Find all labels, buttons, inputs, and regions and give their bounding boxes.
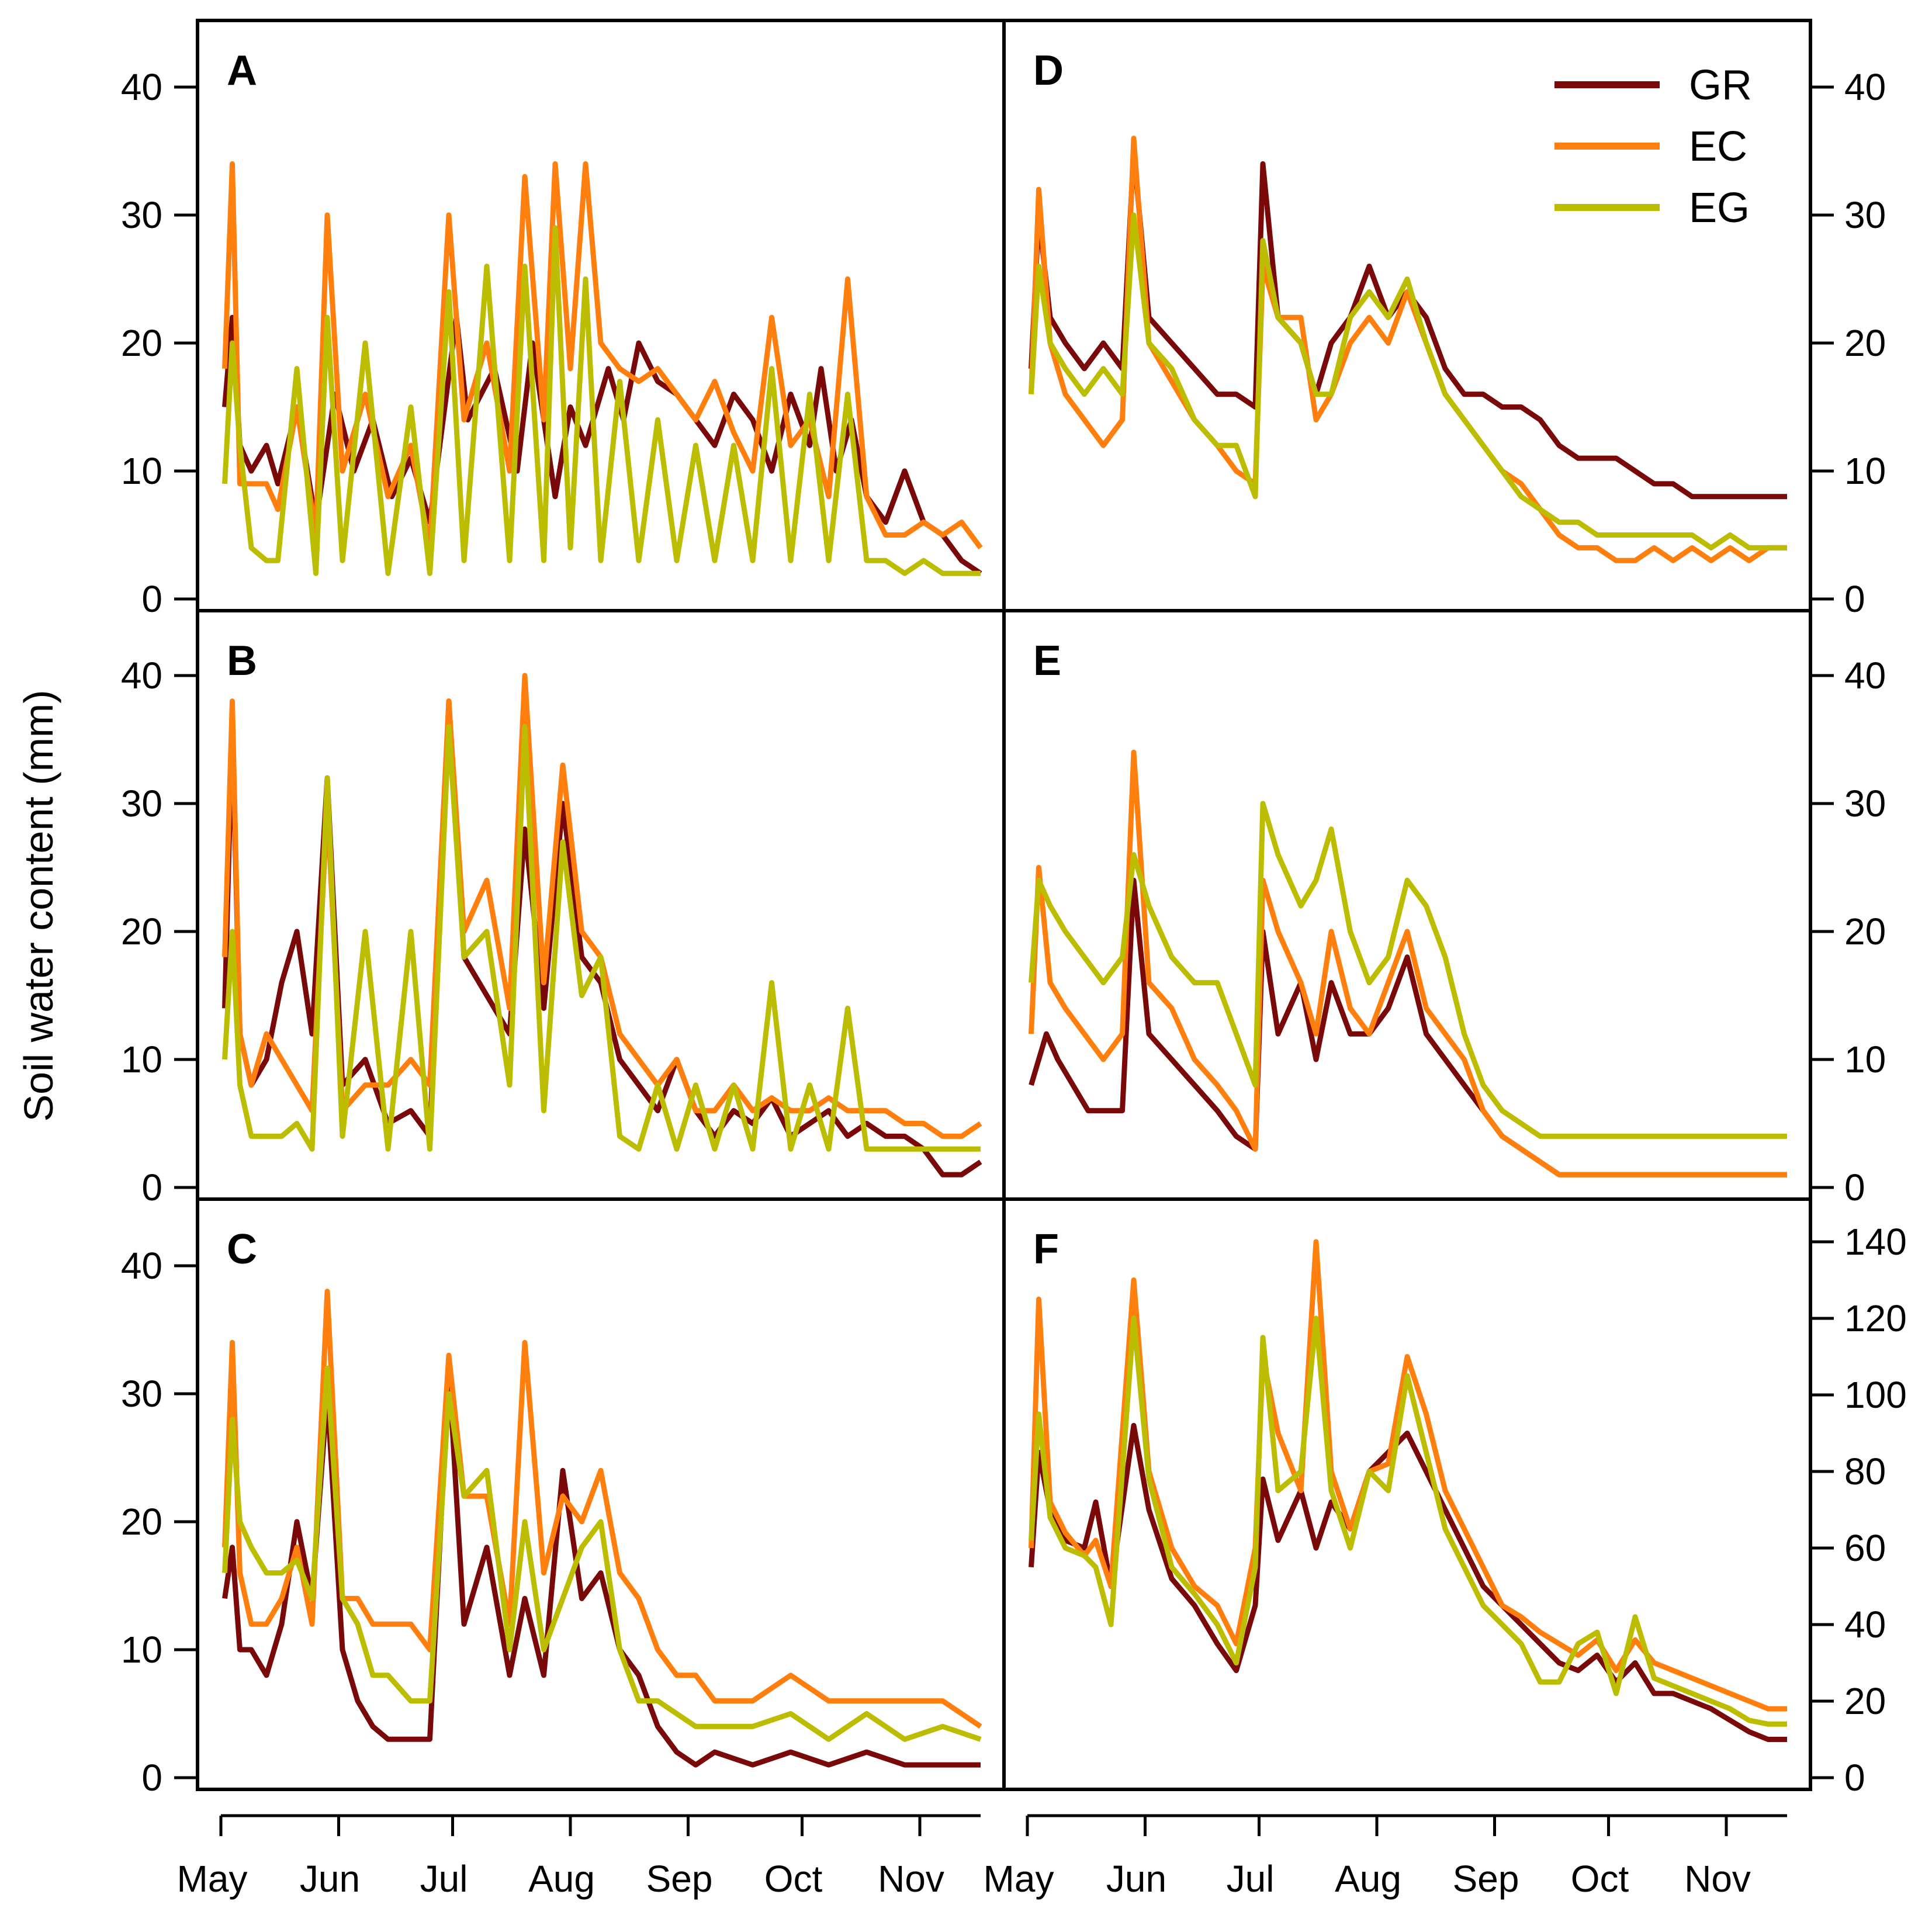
y-tick-label: 20 (1844, 1680, 1886, 1722)
x-tick-label: Oct (764, 1858, 823, 1900)
series-EC-line (1029, 1239, 1787, 1712)
x-tick-label: Sep (646, 1858, 713, 1900)
y-tick-label: 30 (121, 782, 162, 825)
panel-F: 0 20 40 60 80 100 120 140 F May Jun Jul Aug Sep Oct Nov (984, 1197, 1907, 1900)
y-tick-label: 10 (1844, 450, 1886, 492)
x-tick-label: Jul (1227, 1858, 1275, 1900)
y-tick-label: 0 (141, 578, 162, 620)
panel-label: C (227, 1226, 257, 1273)
panels-layer: 0 10 20 30 40 A 0 10 20 30 40 B 0 10 20 30 40 C May Jun Jul A… (121, 19, 1907, 1900)
legend-label-EG: EG (1689, 185, 1750, 231)
y-tick-label: 120 (1844, 1297, 1907, 1339)
x-tick-label: May (177, 1858, 248, 1900)
y-tick-label: 40 (1844, 1604, 1886, 1646)
y-tick-label: 10 (1844, 1038, 1886, 1081)
y-tick-label: 140 (1844, 1221, 1907, 1263)
y-tick-label: 80 (1844, 1450, 1886, 1493)
y-tick-label: 40 (121, 66, 162, 108)
x-tick-label: Jun (1106, 1858, 1166, 1900)
y-tick-label: 20 (1844, 910, 1886, 953)
panel-label: A (227, 47, 257, 94)
y-tick-label: 30 (1844, 194, 1886, 236)
y-tick-label: 10 (121, 450, 162, 492)
x-tick-label: Oct (1571, 1858, 1629, 1900)
y-tick-label: 40 (121, 655, 162, 697)
panel-B: 0 10 20 30 40 B (121, 609, 1006, 1208)
panel-D: 0 10 20 30 40 D (1002, 19, 1886, 620)
x-tick-label: May (984, 1858, 1054, 1900)
y-tick-label: 0 (141, 1166, 162, 1208)
y-tick-label: 40 (121, 1245, 162, 1287)
series-GR-line (222, 1365, 981, 1768)
y-tick-label: 0 (1844, 578, 1865, 620)
series-EG-line (222, 225, 981, 576)
legend-label-EC: EC (1689, 123, 1747, 170)
y-tick-label: 100 (1844, 1374, 1907, 1416)
series-GR-line (222, 698, 982, 1178)
series-EG-line (1029, 1315, 1787, 1727)
legend-label-GR: GR (1689, 62, 1752, 109)
series-EC-line (1029, 136, 1787, 563)
x-tick-label: Nov (878, 1858, 944, 1900)
y-tick-label: 20 (121, 322, 162, 364)
y-tick-label: 30 (1844, 782, 1886, 825)
panel-label: F (1033, 1226, 1059, 1273)
panel-A: 0 10 20 30 40 A (121, 19, 1006, 620)
y-tick-label: 30 (121, 194, 162, 236)
x-tick-label: Sep (1453, 1858, 1519, 1900)
x-tick-label: Jun (300, 1858, 360, 1900)
series-EG-line (222, 724, 981, 1152)
series-EG-line (1029, 801, 1787, 1139)
x-tick-label: Jul (420, 1858, 468, 1900)
y-tick-label: 0 (1844, 1757, 1865, 1799)
x-tick-label: Nov (1684, 1858, 1751, 1900)
y-tick-label: 0 (1844, 1166, 1865, 1208)
y-tick-label: 40 (1844, 655, 1886, 697)
panel-label: E (1033, 638, 1061, 684)
panel-label: B (227, 638, 257, 684)
y-tick-label: 60 (1844, 1527, 1886, 1569)
y-tick-label: 40 (1844, 66, 1886, 108)
y-tick-label: 30 (121, 1373, 162, 1415)
x-tick-label: Aug (528, 1858, 595, 1900)
y-tick-label: 20 (1844, 322, 1886, 364)
y-tick-label: 10 (121, 1038, 162, 1081)
panel-frame (1002, 1197, 1812, 1791)
panel-E: 0 10 20 30 40 E (1002, 609, 1886, 1208)
x-tick-label: Aug (1335, 1858, 1401, 1900)
series-EC-line (222, 1289, 982, 1729)
y-tick-label: 0 (141, 1757, 162, 1799)
series-EG-line (1029, 212, 1787, 550)
series-EC-line (1029, 749, 1787, 1178)
series-EG-line (222, 1365, 982, 1742)
panel-label: D (1033, 47, 1064, 94)
y-tick-label: 20 (121, 910, 162, 953)
y-tick-label: 20 (121, 1501, 162, 1543)
y-tick-label: 10 (121, 1629, 162, 1671)
y-axis-label: Soil water content (mm) (16, 690, 61, 1121)
legend: GR EC EG (1554, 62, 1752, 231)
